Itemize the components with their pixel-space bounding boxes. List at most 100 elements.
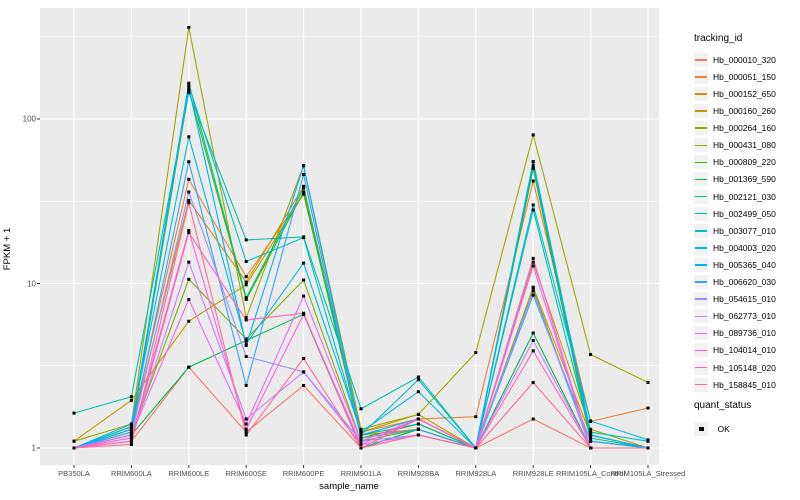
data-point [359, 436, 363, 440]
data-point [244, 342, 248, 346]
data-point [531, 331, 535, 335]
legend-label: Hb_000264_160 [713, 123, 776, 134]
legend-line-swatch [695, 76, 707, 78]
data-point [531, 167, 535, 170]
data-point [531, 256, 535, 260]
legend-key [694, 155, 708, 170]
data-point [244, 427, 248, 431]
legend-key [694, 138, 708, 153]
data-point [531, 349, 535, 353]
data-point [359, 439, 363, 443]
legend-item-Hb_000809_220: Hb_000809_220 [694, 154, 776, 170]
legend-item-Hb_006620_030: Hb_006620_030 [694, 273, 776, 290]
legend-item-Hb_001369_590: Hb_001369_590 [694, 171, 776, 187]
data-point [531, 133, 535, 137]
data-point [187, 297, 191, 301]
data-point [302, 278, 306, 282]
legend: tracking_id Hb_000010_320 Hb_000051_150 Hb… [690, 0, 800, 500]
legend-key [694, 377, 708, 392]
data-point [129, 439, 133, 443]
data-point [244, 417, 248, 421]
legend-key [694, 121, 708, 136]
legend-line-swatch [695, 144, 707, 147]
data-point [589, 430, 593, 434]
data-point [187, 231, 191, 235]
data-point [531, 381, 535, 384]
data-point [302, 370, 306, 374]
data-point [244, 296, 248, 300]
legend-key [694, 86, 708, 101]
data-point [531, 264, 535, 268]
data-point [416, 378, 420, 382]
data-point [646, 406, 650, 410]
data-point [129, 395, 133, 399]
data-point [531, 160, 535, 164]
data-point [187, 83, 191, 87]
legend-key [694, 52, 708, 67]
legend-item-Hb_000152_650: Hb_000152_650 [694, 85, 776, 101]
legend-label: Hb_002499_050 [713, 208, 776, 219]
data-point [416, 433, 420, 437]
data-point [302, 164, 306, 168]
data-point [244, 384, 248, 387]
data-point [302, 184, 306, 188]
data-point [302, 190, 306, 194]
data-point [531, 179, 535, 183]
data-point [129, 436, 133, 440]
legend-label: Hb_104014_010 [713, 345, 776, 356]
data-point [244, 355, 248, 358]
data-point [187, 201, 191, 205]
data-point [359, 430, 363, 434]
legend-key [694, 223, 708, 238]
legend-key [694, 275, 708, 290]
data-point [589, 353, 593, 356]
legend-label: Hb_001369_590 [713, 174, 776, 185]
x-tick-label: RRIM105LA_Control [555, 469, 626, 478]
legend-key [694, 206, 708, 221]
data-point [129, 427, 133, 431]
data-point [72, 439, 76, 443]
data-point [129, 443, 133, 446]
legend-label: Hb_000431_080 [713, 140, 776, 151]
data-point [244, 283, 248, 287]
legend-label: OK [717, 423, 730, 434]
legend-item-Hb_002499_050: Hb_002499_050 [694, 205, 776, 221]
legend-key [694, 189, 708, 204]
data-point [474, 351, 478, 355]
data-point [244, 339, 248, 342]
data-point [187, 229, 191, 232]
data-point [416, 375, 420, 379]
legend-title-quant-status: quant_status [694, 400, 752, 411]
data-point [72, 446, 76, 450]
legend-line-swatch [695, 332, 707, 335]
legend-item-Hb_104014_010: Hb_104014_010 [694, 342, 776, 358]
legend-line-swatch [695, 383, 707, 386]
y-axis-title: FPKM + 1 [2, 227, 13, 271]
legend-label: Hb_105148_020 [713, 362, 776, 373]
data-point [129, 422, 133, 426]
legend-label: Hb_005365_040 [713, 259, 776, 270]
legend-item-Hb_000431_080: Hb_000431_080 [694, 137, 776, 153]
data-point [302, 311, 306, 315]
data-point [244, 260, 248, 263]
x-tick-label: RRIM600PE [282, 469, 325, 478]
legend-item-Hb_003077_010: Hb_003077_010 [694, 222, 776, 238]
legend-label: Hb_000152_650 [713, 88, 776, 99]
legend-item-Hb_105148_020: Hb_105148_020 [694, 359, 776, 375]
data-point [129, 425, 133, 429]
legend-key [694, 309, 708, 324]
data-point [244, 275, 248, 279]
data-point [187, 190, 191, 194]
x-tick-label: RRIM600SE [225, 469, 268, 478]
data-point [302, 236, 306, 240]
data-point [531, 293, 535, 297]
data-point [589, 419, 593, 423]
data-point [531, 339, 535, 342]
legend-line-swatch [695, 59, 707, 61]
x-tick-label: PB350LA [58, 469, 90, 478]
legend-line-swatch [695, 178, 707, 181]
y-tick-label: 1 [31, 443, 36, 453]
data-point [531, 203, 535, 207]
data-point [359, 407, 363, 411]
data-point [474, 446, 478, 450]
